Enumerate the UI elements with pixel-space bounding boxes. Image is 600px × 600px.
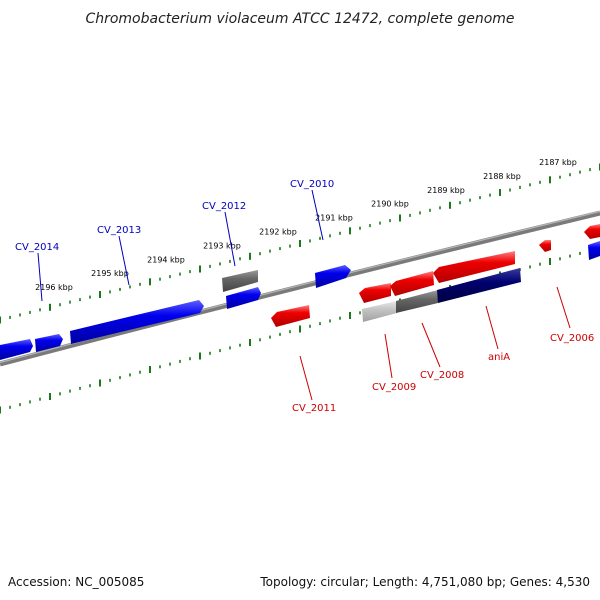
label-cv2008[interactable]: CV_2008 (420, 370, 464, 381)
gene-cv2008[interactable] (390, 271, 434, 296)
gene-cv2013[interactable] (70, 300, 204, 344)
gene-cv2006[interactable] (539, 240, 551, 252)
feature-dark-grey[interactable] (396, 290, 438, 313)
leader-cv2014 (37, 252, 43, 302)
leader-cv2012 (224, 211, 236, 267)
leader-cv2013 (118, 235, 130, 286)
leader-cv2006 (556, 286, 571, 329)
accession-text: Accession: NC_005085 (8, 575, 145, 589)
label-ania[interactable]: aniA (488, 352, 510, 363)
gene-cv2014[interactable] (35, 334, 63, 352)
leader-ania (485, 305, 499, 350)
forward-strand (0, 241, 600, 360)
gene-left-edge[interactable] (0, 339, 33, 360)
scale-label: 2196 kbp (35, 283, 73, 292)
label-cv2009[interactable]: CV_2009 (372, 382, 416, 393)
gene-labels: CV_2014 CV_2013 CV_2012 CV_2010 CV_2011 … (15, 179, 594, 414)
gene-cv2011[interactable] (271, 305, 310, 327)
pseudogene-grey[interactable] (222, 270, 258, 292)
gene-ania[interactable] (433, 251, 515, 283)
gene-right-edge-red[interactable] (584, 224, 600, 239)
scale-label: 2190 kbp (371, 200, 409, 209)
gene-cv2009[interactable] (359, 283, 391, 303)
label-cv2010[interactable]: CV_2010 (290, 179, 334, 190)
gene-right-edge[interactable] (588, 241, 600, 260)
genome-summary-text: Topology: circular; Length: 4,751,080 bp… (260, 575, 590, 589)
scale-label: 2189 kbp (427, 186, 465, 195)
label-cv2014[interactable]: CV_2014 (15, 242, 59, 253)
outer-scale-ticks (0, 163, 600, 324)
label-cv2006[interactable]: CV_2006 (550, 333, 594, 344)
leader-cv2008 (421, 322, 441, 368)
scale-label: 2195 kbp (91, 269, 129, 278)
scale-label: 2194 kbp (147, 255, 185, 264)
scale-label: 2193 kbp (203, 241, 241, 250)
leader-cv2009 (384, 333, 393, 379)
scale-label: 2192 kbp (259, 228, 297, 237)
label-cv2012[interactable]: CV_2012 (202, 201, 246, 212)
inner-scale-ticks (0, 244, 600, 414)
chromosome-backbone (0, 210, 600, 367)
label-cv2011[interactable]: CV_2011 (292, 403, 336, 414)
gene-cv2012[interactable] (226, 287, 261, 309)
gene-cv2010[interactable] (315, 265, 351, 288)
scale-label: 2187 kbp (539, 158, 577, 167)
leader-cv2010 (311, 189, 324, 241)
scale-labels: 2187 kbp 2188 kbp 2189 kbp 2190 kbp 2191 kbp… (35, 158, 577, 292)
leader-cv2011 (299, 355, 313, 401)
scale-label: 2188 kbp (483, 172, 521, 181)
label-cv2013[interactable]: CV_2013 (97, 225, 141, 236)
feature-navy[interactable] (437, 268, 521, 303)
reverse-strand (271, 224, 600, 327)
map-title: Chromobacterium violaceum ATCC 12472, co… (85, 11, 514, 27)
scale-label: 2191 kbp (315, 214, 353, 223)
feature-light-grey[interactable] (362, 301, 397, 322)
